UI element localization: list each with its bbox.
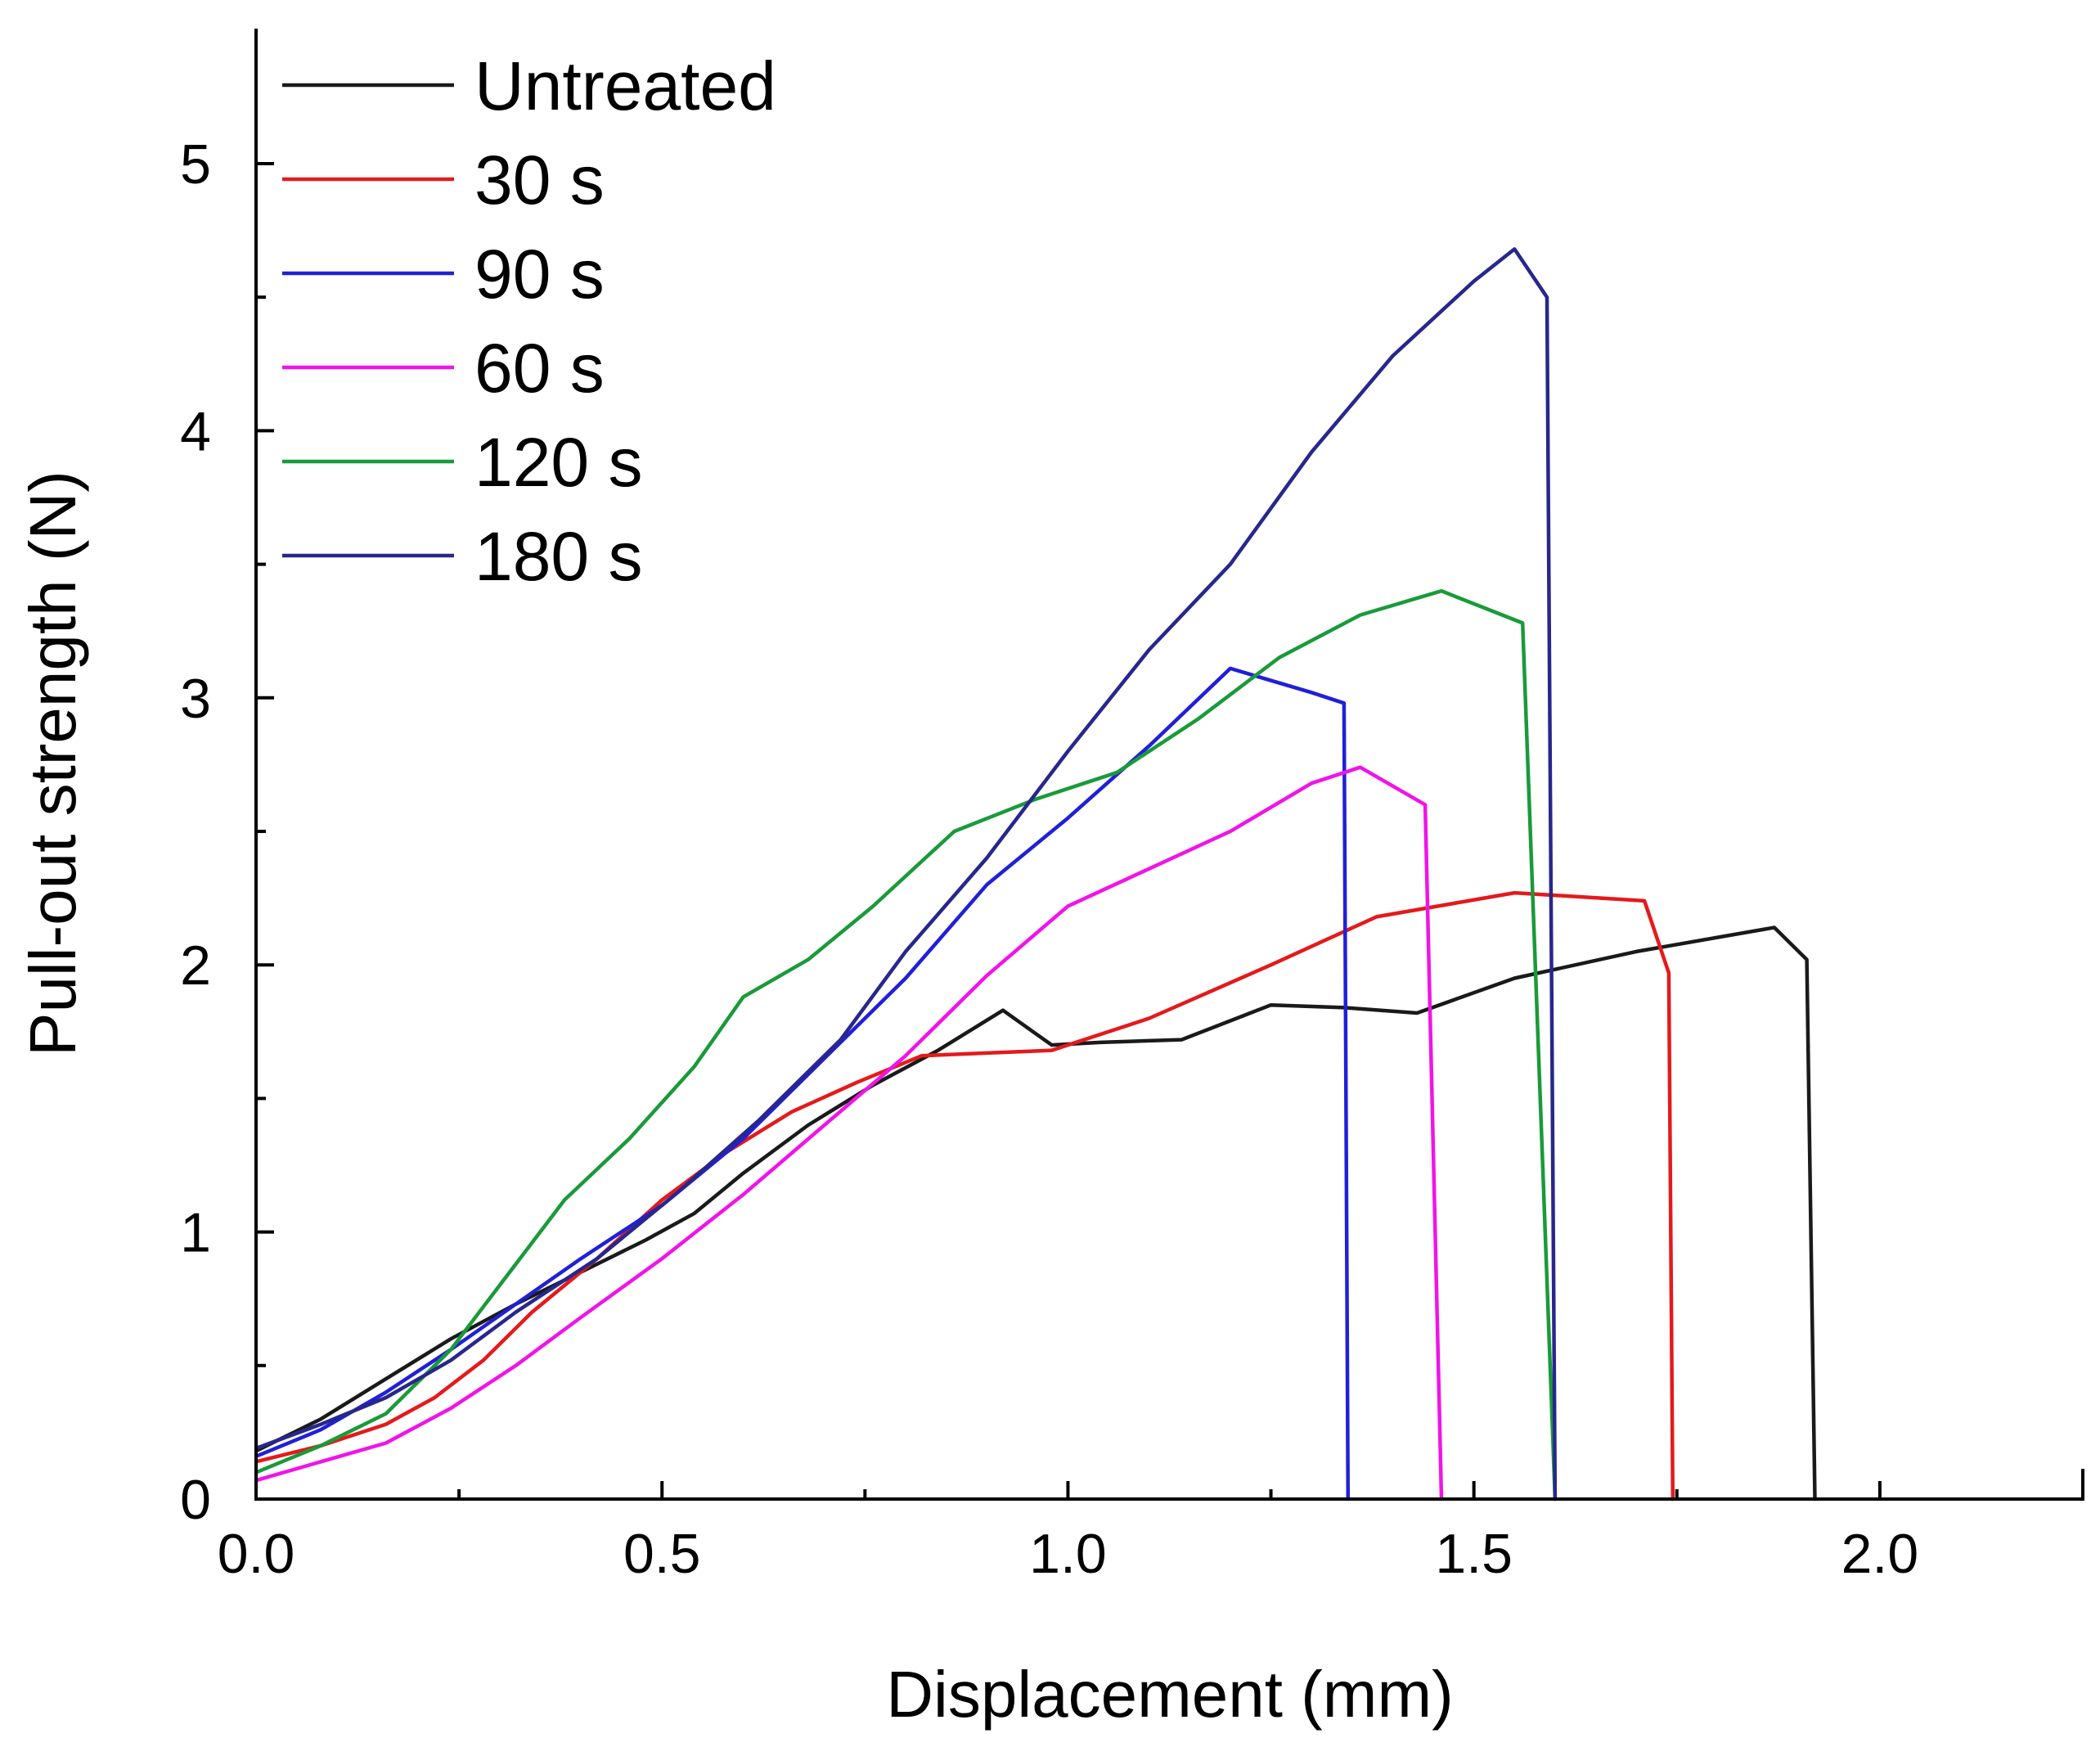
y-tick-label: 1 xyxy=(180,1202,211,1264)
legend-label-180-s: 180 s xyxy=(474,518,643,595)
y-axis-title: Pull-out strength (N) xyxy=(16,471,89,1056)
series-line-180-s xyxy=(254,247,1558,1502)
legend-label-60-s: 60 s xyxy=(474,330,605,407)
plot-lines xyxy=(254,247,1817,1502)
x-tick-label: 1.0 xyxy=(1029,1523,1107,1585)
legend-label-untreated: Untreated xyxy=(474,47,776,124)
y-tick-label: 5 xyxy=(180,133,211,196)
series-line-120-s xyxy=(254,588,1558,1502)
plot-frame xyxy=(254,29,2084,1501)
legend-label-30-s: 30 s xyxy=(474,142,605,218)
x-tick-label: 0.5 xyxy=(623,1523,701,1585)
x-tick-label: 0.0 xyxy=(218,1523,295,1585)
axes xyxy=(254,29,2084,1501)
x-tick-label: 2.0 xyxy=(1841,1523,1919,1585)
series-line-90-s xyxy=(254,666,1351,1502)
y-tick-label: 0 xyxy=(180,1469,211,1531)
x-axis-title: Displacement (mm) xyxy=(886,1658,1453,1731)
y-tick-label: 3 xyxy=(180,668,211,730)
legend-label-120-s: 120 s xyxy=(474,424,643,501)
y-tick-label: 4 xyxy=(180,400,211,462)
x-tick-label: 1.5 xyxy=(1435,1523,1513,1585)
legend: Untreated 30 s 90 s 60 s 120 s 180 s xyxy=(282,47,776,595)
legend-label-90-s: 90 s xyxy=(474,236,605,313)
y-tick-label: 2 xyxy=(180,934,211,997)
series-line-30-s xyxy=(254,890,1675,1502)
ticks xyxy=(254,162,2084,1501)
tick-labels: 0.0 0.5 1.0 1.5 2.0 0 1 2 3 4 5 xyxy=(180,133,1918,1585)
series-line-untreated xyxy=(254,925,1817,1502)
series-line-60-s xyxy=(254,765,1444,1502)
